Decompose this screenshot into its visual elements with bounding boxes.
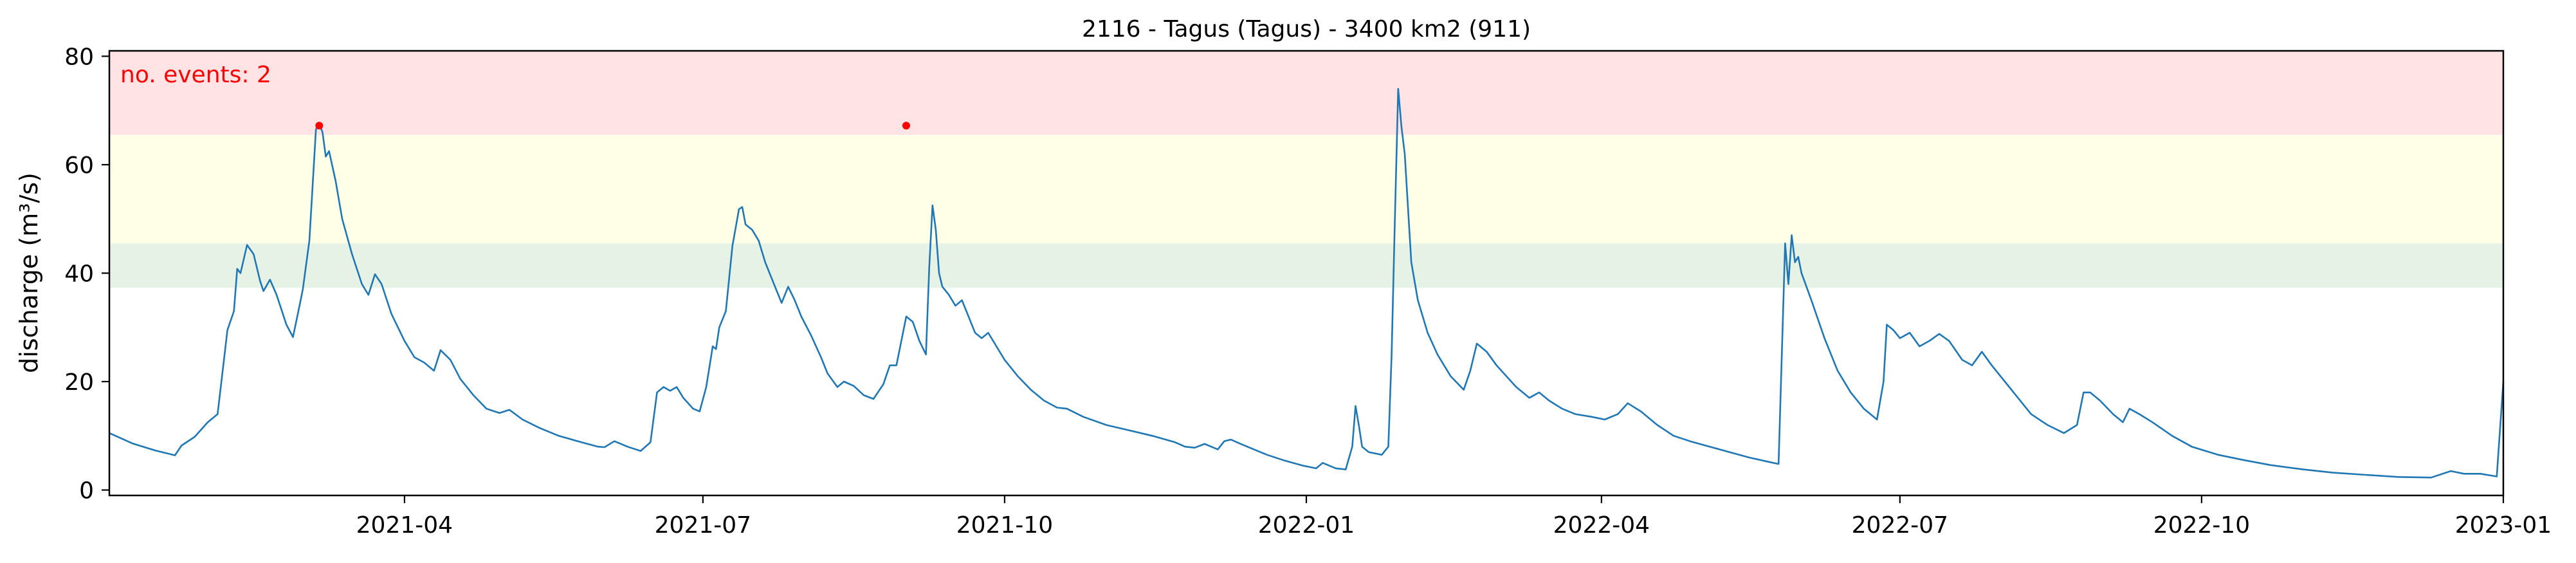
- y-axis: 0 20 40 60 80: [64, 44, 109, 504]
- series-layer: [109, 88, 2505, 479]
- y-tick-label-1: 20: [64, 369, 94, 396]
- chart-title: 2116 - Tagus (Tagus) - 3400 km2 (911): [1082, 16, 1531, 42]
- x-tick-label-7: 2023-01: [2455, 512, 2552, 539]
- threshold-band-0: [109, 243, 2503, 288]
- event-marker-0: [315, 122, 324, 130]
- threshold-band-2: [109, 134, 2503, 244]
- y-tick-label-2: 40: [64, 261, 94, 288]
- x-tick-label-5: 2022-07: [1852, 512, 1948, 539]
- threshold-band-1: [109, 51, 2503, 135]
- x-axis: 2021-04 2021-07 2021-10 2022-01 2022-04 2022-…: [356, 495, 2552, 539]
- y-axis-label: discharge (m³/s): [15, 172, 43, 373]
- event-count-annotation: no. events: 2: [120, 62, 271, 88]
- x-tick-label-1: 2021-07: [655, 512, 751, 539]
- plot-frame: [108, 50, 2505, 497]
- x-tick-label-0: 2021-04: [356, 512, 453, 539]
- discharge-line-0: [109, 88, 2505, 479]
- x-tick-label-6: 2022-10: [2153, 512, 2250, 539]
- event-markers: [315, 122, 910, 130]
- x-tick-label-4: 2022-04: [1553, 512, 1650, 539]
- y-tick-label-0: 0: [79, 478, 94, 504]
- threshold-bands: [109, 51, 2503, 288]
- x-tick-label-2: 2021-10: [956, 512, 1053, 539]
- event-marker-1: [902, 122, 910, 130]
- y-tick-label-4: 80: [64, 44, 94, 70]
- y-tick-label-3: 60: [64, 152, 94, 179]
- x-tick-label-3: 2022-01: [1258, 512, 1355, 539]
